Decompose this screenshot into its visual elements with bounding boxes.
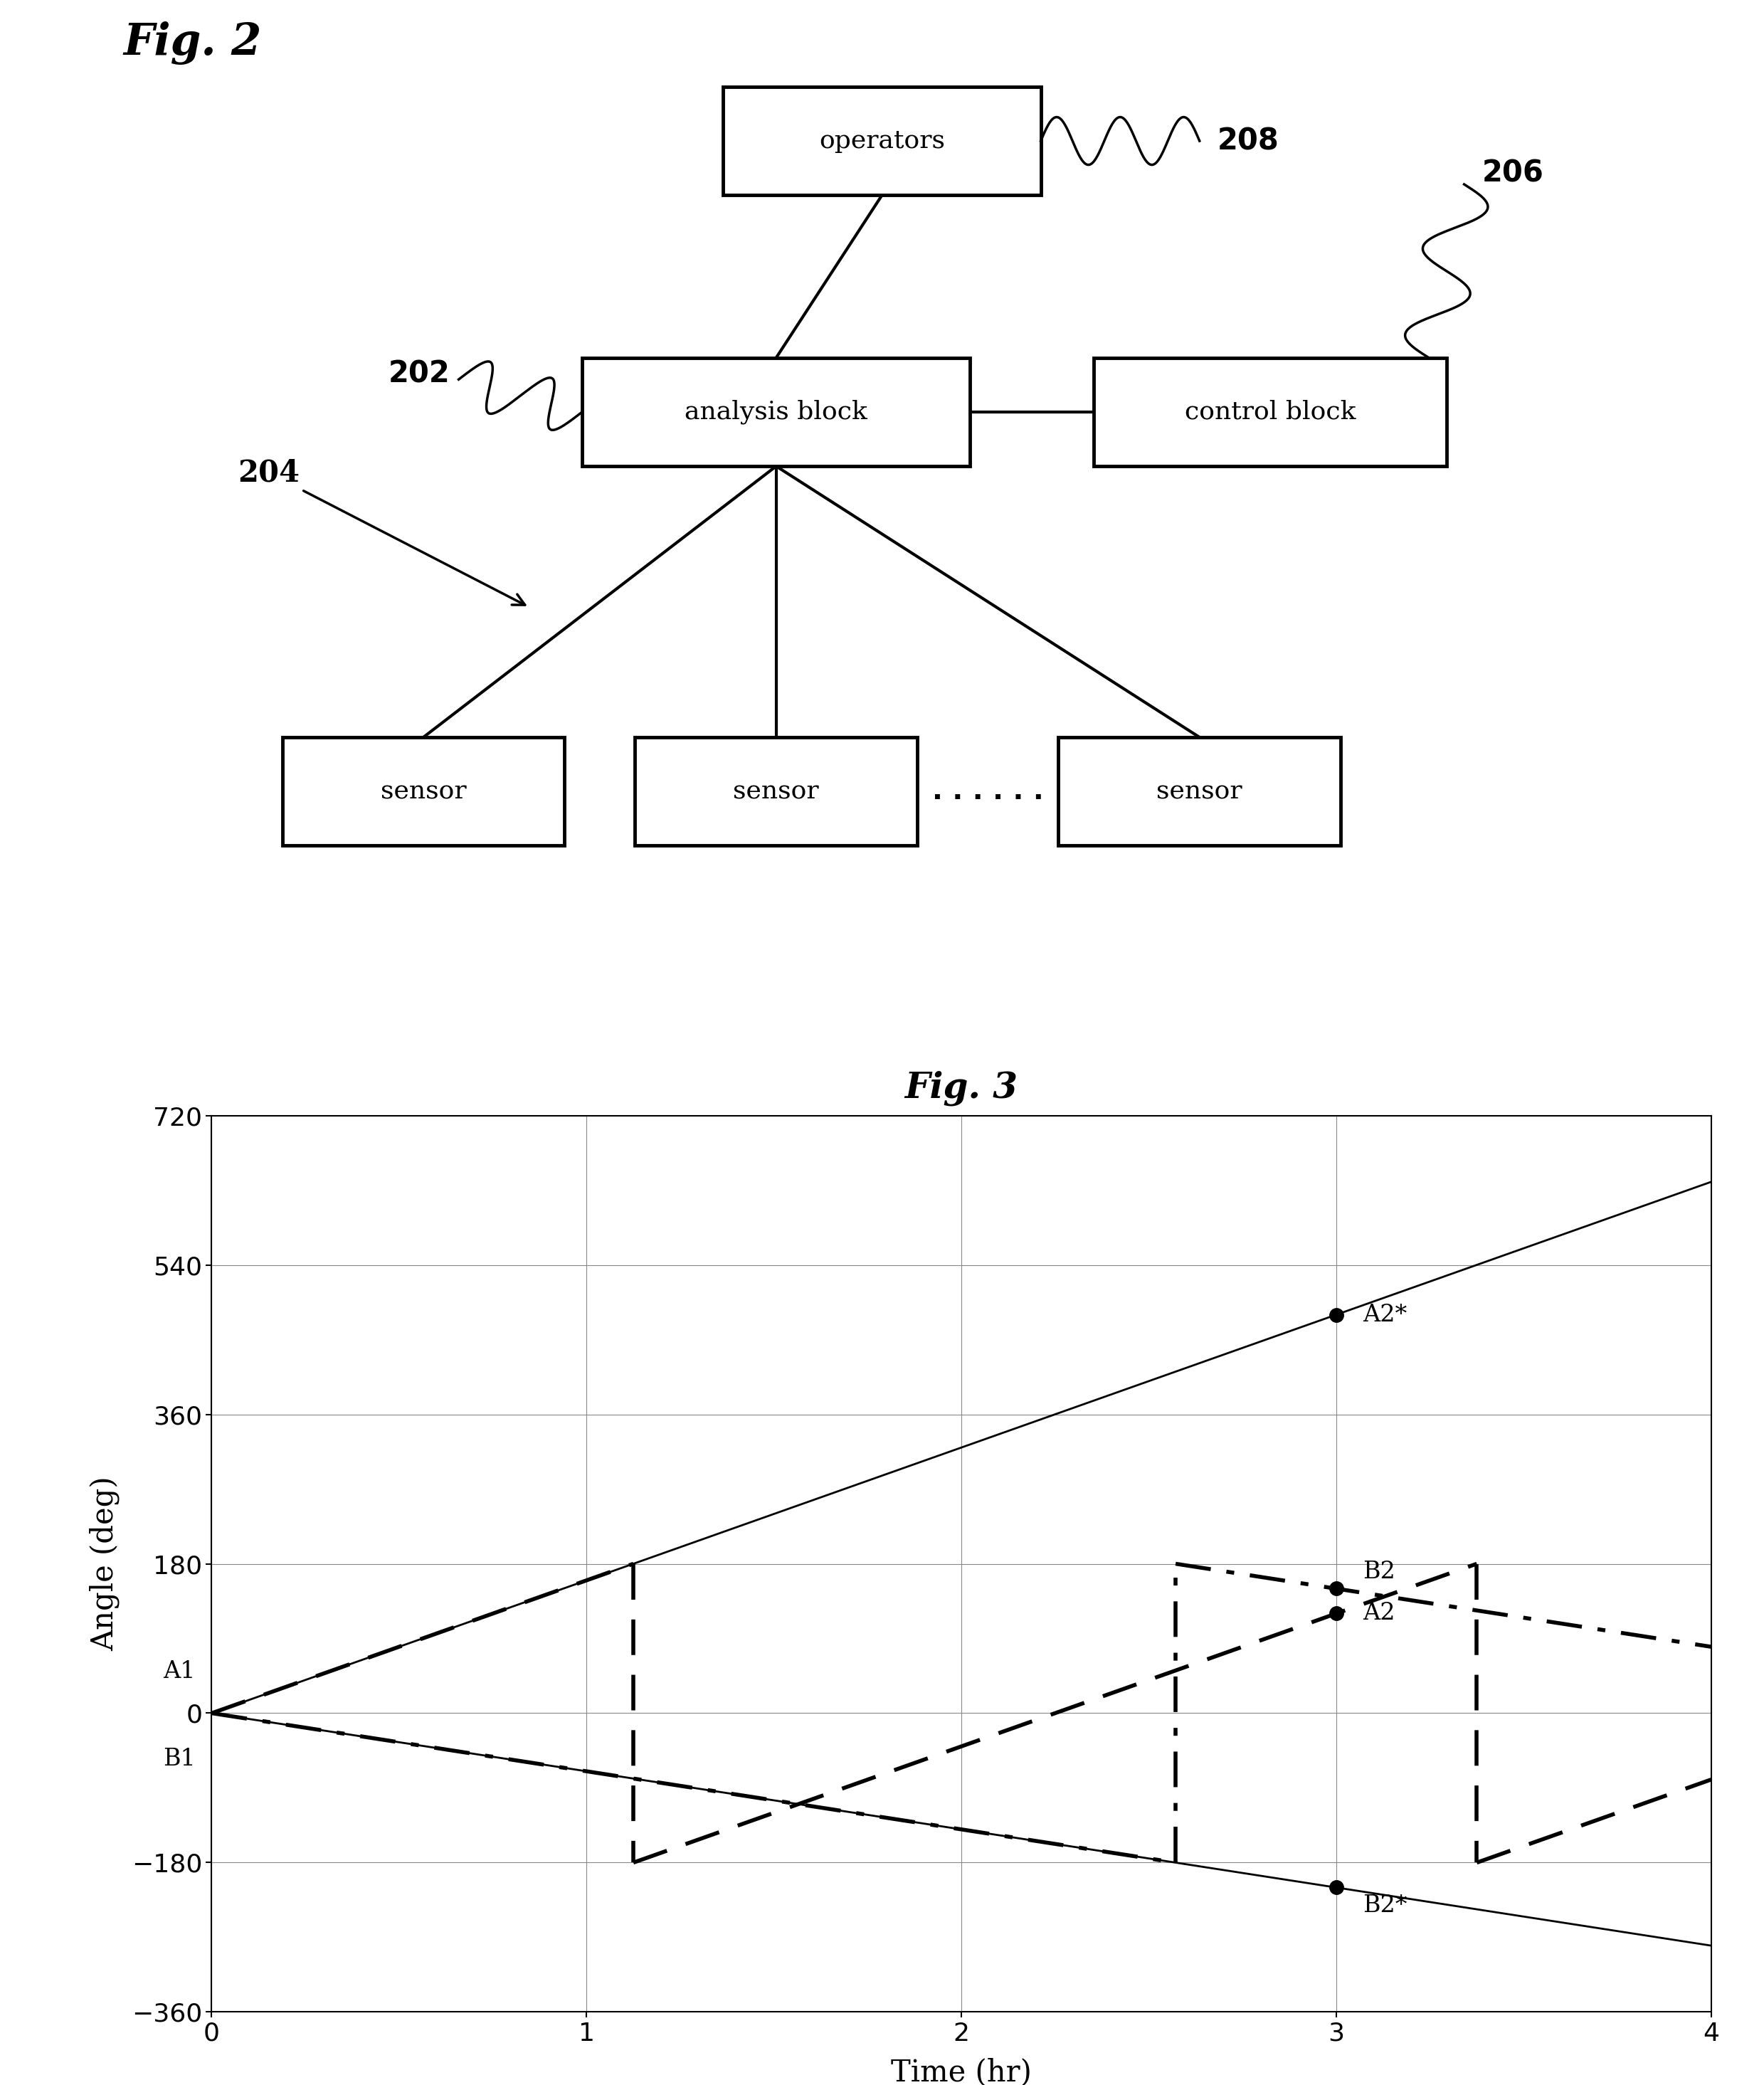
Text: sensor: sensor bbox=[381, 780, 466, 803]
Text: 202: 202 bbox=[388, 359, 450, 390]
Text: operators: operators bbox=[818, 129, 946, 152]
Text: sensor: sensor bbox=[1157, 780, 1242, 803]
Text: sensor: sensor bbox=[734, 780, 818, 803]
Text: A2: A2 bbox=[1362, 1601, 1395, 1624]
Bar bbox=[582, 359, 970, 467]
Text: 208: 208 bbox=[1217, 125, 1279, 156]
Bar bbox=[635, 738, 917, 847]
Text: 206: 206 bbox=[1482, 158, 1544, 188]
X-axis label: Time (hr): Time (hr) bbox=[891, 2058, 1032, 2085]
Text: B2: B2 bbox=[1362, 1562, 1395, 1583]
Text: control block: control block bbox=[1184, 400, 1357, 423]
Text: A2*: A2* bbox=[1362, 1303, 1406, 1326]
Text: A1: A1 bbox=[162, 1660, 196, 1683]
Bar bbox=[1058, 738, 1341, 847]
Y-axis label: Angle (deg): Angle (deg) bbox=[90, 1476, 120, 1651]
Text: 204: 204 bbox=[238, 459, 526, 605]
Bar bbox=[1094, 359, 1446, 467]
Text: analysis block: analysis block bbox=[684, 400, 868, 423]
Text: . . . . . .: . . . . . . bbox=[931, 778, 1044, 805]
Text: Fig. 2: Fig. 2 bbox=[123, 21, 261, 65]
Bar bbox=[723, 88, 1041, 196]
Bar bbox=[282, 738, 564, 847]
Title: Fig. 3: Fig. 3 bbox=[905, 1070, 1018, 1105]
Text: B2*: B2* bbox=[1362, 1895, 1408, 1916]
Text: B1: B1 bbox=[162, 1747, 196, 1770]
